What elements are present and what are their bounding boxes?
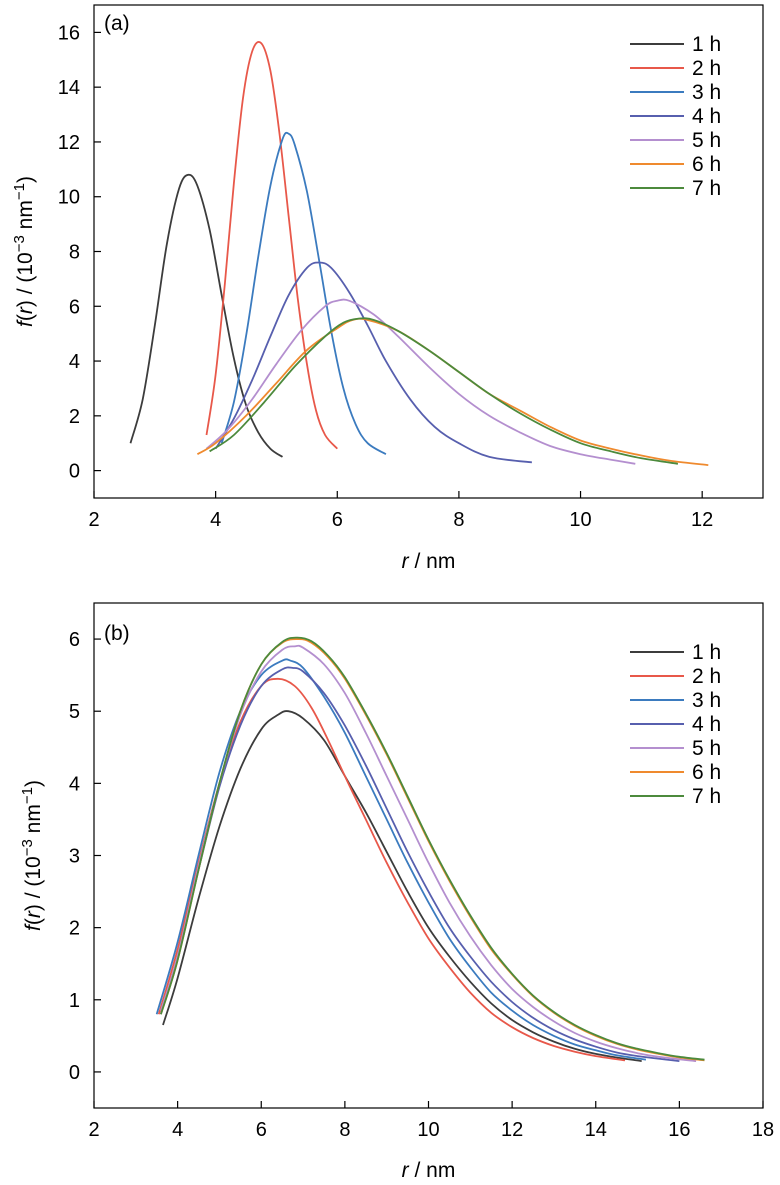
y-tick-label: 6 xyxy=(69,629,80,651)
x-tick-label: 10 xyxy=(417,1119,439,1141)
legend-label: 3 h xyxy=(692,689,721,712)
series-line-3h xyxy=(220,131,387,455)
x-tick-label: 2 xyxy=(88,1119,99,1141)
y-tick-label: 16 xyxy=(58,22,80,44)
series-line-3h xyxy=(155,658,647,1061)
y-tick-label: 6 xyxy=(69,296,80,318)
legend-label: 1 h xyxy=(692,641,721,664)
y-tick-label: 0 xyxy=(69,1062,80,1084)
y-tick-label: 14 xyxy=(58,77,80,99)
x-tick-label: 4 xyxy=(210,509,221,531)
series-line-2h xyxy=(157,677,626,1062)
x-tick-label: 8 xyxy=(453,509,464,531)
legend-label: 7 h xyxy=(692,785,721,808)
legend: 1 h2 h3 h4 h5 h6 h7 h xyxy=(630,641,721,808)
x-tick-label: 12 xyxy=(691,509,713,531)
y-axis-label: f(r) / (10−3 nm−1) xyxy=(19,780,45,931)
y-tick-label: 4 xyxy=(69,351,80,373)
y-tick-label: 8 xyxy=(69,242,80,264)
series-line-1h xyxy=(129,173,284,458)
y-tick-label: 10 xyxy=(58,187,80,209)
x-tick-label: 6 xyxy=(256,1119,267,1141)
y-tick-label: 2 xyxy=(69,918,80,940)
series-line-4h xyxy=(214,261,533,464)
legend-label: 6 h xyxy=(692,153,721,176)
legend: 1 h2 h3 h4 h5 h6 h7 h xyxy=(630,33,721,200)
y-tick-label: 4 xyxy=(69,773,80,795)
legend-label: 6 h xyxy=(692,761,721,784)
x-tick-label: 4 xyxy=(172,1119,183,1141)
plot-frame xyxy=(93,602,764,1109)
series-line-5h xyxy=(160,644,697,1062)
y-tick-label: 3 xyxy=(69,846,80,868)
y-tick-label: 0 xyxy=(69,461,80,483)
x-tick-label: 18 xyxy=(752,1119,774,1141)
legend-label: 4 h xyxy=(692,713,721,736)
legend-label: 1 h xyxy=(692,33,721,56)
x-tick-label: 10 xyxy=(569,509,591,531)
x-tick-label: 2 xyxy=(88,509,99,531)
y-tick-label: 1 xyxy=(69,990,80,1012)
x-tick-label: 16 xyxy=(668,1119,690,1141)
x-axis-label: r / nm xyxy=(402,550,456,573)
plot-frame xyxy=(93,4,764,499)
series-line-7h xyxy=(160,636,705,1061)
x-tick-label: 6 xyxy=(332,509,343,531)
legend-label: 3 h xyxy=(692,81,721,104)
y-tick-label: 12 xyxy=(58,132,80,154)
panel-label: (b) xyxy=(104,622,130,645)
x-tick-label: 12 xyxy=(501,1119,523,1141)
chart-panel-a: 2 4 6 8 10 12 0 2 4 6 8 10 12 14 16 r / nm f(r) / (10−3 … xyxy=(11,4,764,573)
legend-label: 2 h xyxy=(692,57,721,80)
x-axis-label: r / nm xyxy=(402,1159,456,1182)
panel-label: (a) xyxy=(104,12,130,35)
legend-label: 5 h xyxy=(692,737,721,760)
series-line-1h xyxy=(162,710,642,1062)
legend-label: 7 h xyxy=(692,177,721,200)
y-tick-label: 2 xyxy=(69,406,80,428)
legend-label: 5 h xyxy=(692,129,721,152)
x-tick-label: 8 xyxy=(339,1119,350,1141)
legend-label: 2 h xyxy=(692,665,721,688)
x-tick-label: 14 xyxy=(585,1119,607,1141)
series-line-7h xyxy=(209,317,679,465)
series-line-2h xyxy=(205,41,338,450)
legend-label: 4 h xyxy=(692,105,721,128)
series-line-4h xyxy=(160,666,680,1062)
y-axis-label: f(r) / (10−3 nm−1) xyxy=(11,176,37,327)
y-tick-label: 5 xyxy=(69,701,80,723)
